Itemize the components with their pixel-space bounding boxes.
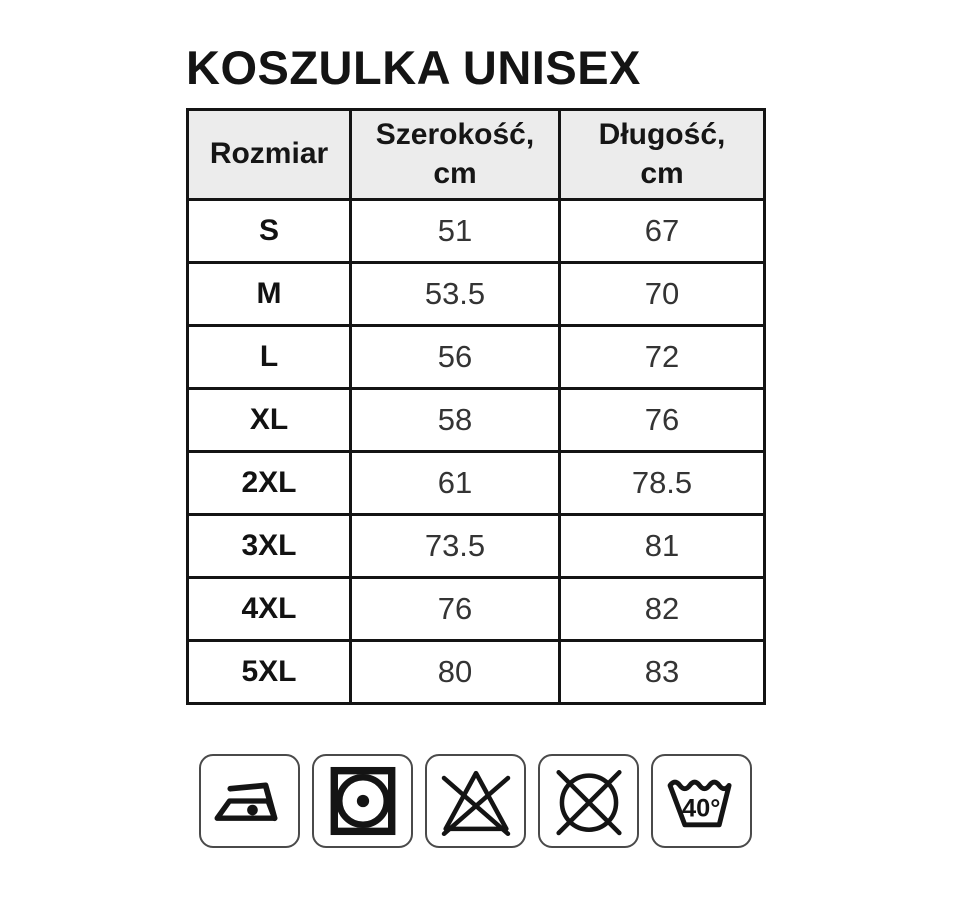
column-header-size: Rozmiar bbox=[186, 108, 352, 201]
table-row: 3XL 73.5 81 bbox=[186, 513, 766, 579]
size-value: M bbox=[186, 261, 352, 327]
table-row: S 51 67 bbox=[186, 198, 766, 264]
column-header-unit: cm bbox=[433, 156, 477, 190]
care-symbol-tumble-dry bbox=[312, 754, 413, 848]
size-chart-table: Rozmiar Szerokość, cm Długość, cm S bbox=[186, 108, 766, 705]
page-title: KOSZULKA UNISEX bbox=[186, 41, 641, 94]
table-row: 5XL 80 83 bbox=[186, 639, 766, 705]
length-value: 83 bbox=[558, 639, 766, 705]
column-header-label: Rozmiar bbox=[209, 137, 329, 171]
care-symbol-do-not-dry-clean bbox=[538, 754, 639, 848]
size-value: 2XL bbox=[186, 450, 352, 516]
table-row: L 56 72 bbox=[186, 324, 766, 390]
size-value: L bbox=[186, 324, 352, 390]
size-value: S bbox=[186, 198, 352, 264]
width-value: 61 bbox=[349, 450, 561, 516]
care-symbol-do-not-bleach bbox=[425, 754, 526, 848]
size-value: XL bbox=[186, 387, 352, 453]
column-header-unit: cm bbox=[640, 156, 684, 190]
width-value: 80 bbox=[349, 639, 561, 705]
care-symbol-iron bbox=[199, 754, 300, 848]
length-value: 78.5 bbox=[558, 450, 766, 516]
table-row: XL 58 76 bbox=[186, 387, 766, 453]
length-value: 76 bbox=[558, 387, 766, 453]
length-value: 72 bbox=[558, 324, 766, 390]
wash-temperature-label: 40° bbox=[681, 795, 719, 823]
care-symbols-row: 40° bbox=[199, 754, 766, 848]
do-not-bleach-icon bbox=[441, 770, 510, 837]
size-value: 5XL bbox=[186, 639, 352, 705]
width-value: 56 bbox=[349, 324, 561, 390]
width-value: 73.5 bbox=[349, 513, 561, 579]
content-column: KOSZULKA UNISEX Rozmiar Szerokość, cm D bbox=[186, 44, 766, 848]
table-row: M 53.5 70 bbox=[186, 261, 766, 327]
do-not-dry-clean-icon bbox=[555, 770, 622, 836]
width-value: 51 bbox=[349, 198, 561, 264]
length-value: 82 bbox=[558, 576, 766, 642]
care-symbol-wash-40: 40° bbox=[651, 754, 752, 848]
width-value: 58 bbox=[349, 387, 561, 453]
tumble-dry-icon bbox=[330, 766, 395, 836]
column-header-length: Długość, cm bbox=[558, 108, 766, 201]
size-value: 4XL bbox=[186, 576, 352, 642]
column-header-label: Długość, bbox=[598, 118, 726, 152]
width-value: 76 bbox=[349, 576, 561, 642]
table-header-row: Rozmiar Szerokość, cm Długość, cm bbox=[186, 108, 766, 201]
column-header-label: Szerokość, bbox=[375, 118, 535, 152]
table-row: 2XL 61 78.5 bbox=[186, 450, 766, 516]
table-row: 4XL 76 82 bbox=[186, 576, 766, 642]
size-value: 3XL bbox=[186, 513, 352, 579]
length-value: 70 bbox=[558, 261, 766, 327]
width-value: 53.5 bbox=[349, 261, 561, 327]
wash-40-icon: 40° bbox=[667, 779, 732, 828]
iron-icon bbox=[214, 782, 277, 822]
length-value: 67 bbox=[558, 198, 766, 264]
length-value: 81 bbox=[558, 513, 766, 579]
column-header-width: Szerokość, cm bbox=[349, 108, 561, 201]
